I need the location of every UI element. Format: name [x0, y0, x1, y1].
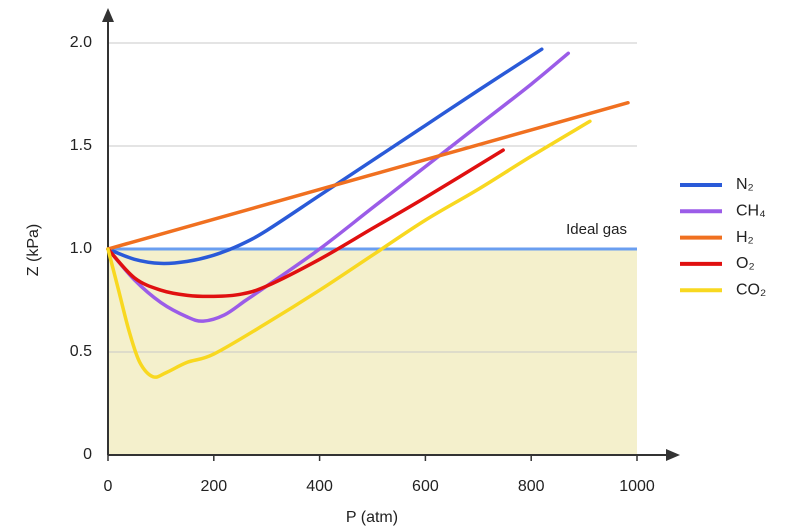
x-tick-label: 800 [518, 478, 545, 495]
series-line [106, 100, 630, 251]
y-tick-label: 1.5 [70, 137, 92, 154]
y-axis-label: Z (kPa) [25, 224, 42, 276]
legend-label: N₂ [736, 176, 754, 193]
series-line [106, 47, 544, 266]
y-arrow [102, 8, 114, 22]
x-tick-label: 0 [104, 478, 113, 495]
x-tick-label: 1000 [619, 478, 655, 495]
legend-label: O₂ [736, 255, 755, 272]
legend-label: CO₂ [736, 281, 766, 298]
x-tick-label: 200 [200, 478, 227, 495]
ideal-label: Ideal gas [566, 221, 627, 238]
x-tick-label: 400 [306, 478, 333, 495]
y-tick-label: 0.5 [70, 343, 92, 360]
y-tick-label: 1.0 [70, 240, 92, 257]
y-tick-label: 2.0 [70, 34, 92, 51]
y-tick-label: 0 [83, 446, 92, 463]
series-line [106, 148, 505, 299]
x-tick-label: 600 [412, 478, 439, 495]
series-line [106, 119, 592, 379]
legend-label: CH₄ [736, 203, 766, 220]
x-arrow [666, 449, 680, 461]
x-axis-label: P (atm) [346, 509, 398, 526]
legend-label: H₂ [736, 229, 754, 246]
